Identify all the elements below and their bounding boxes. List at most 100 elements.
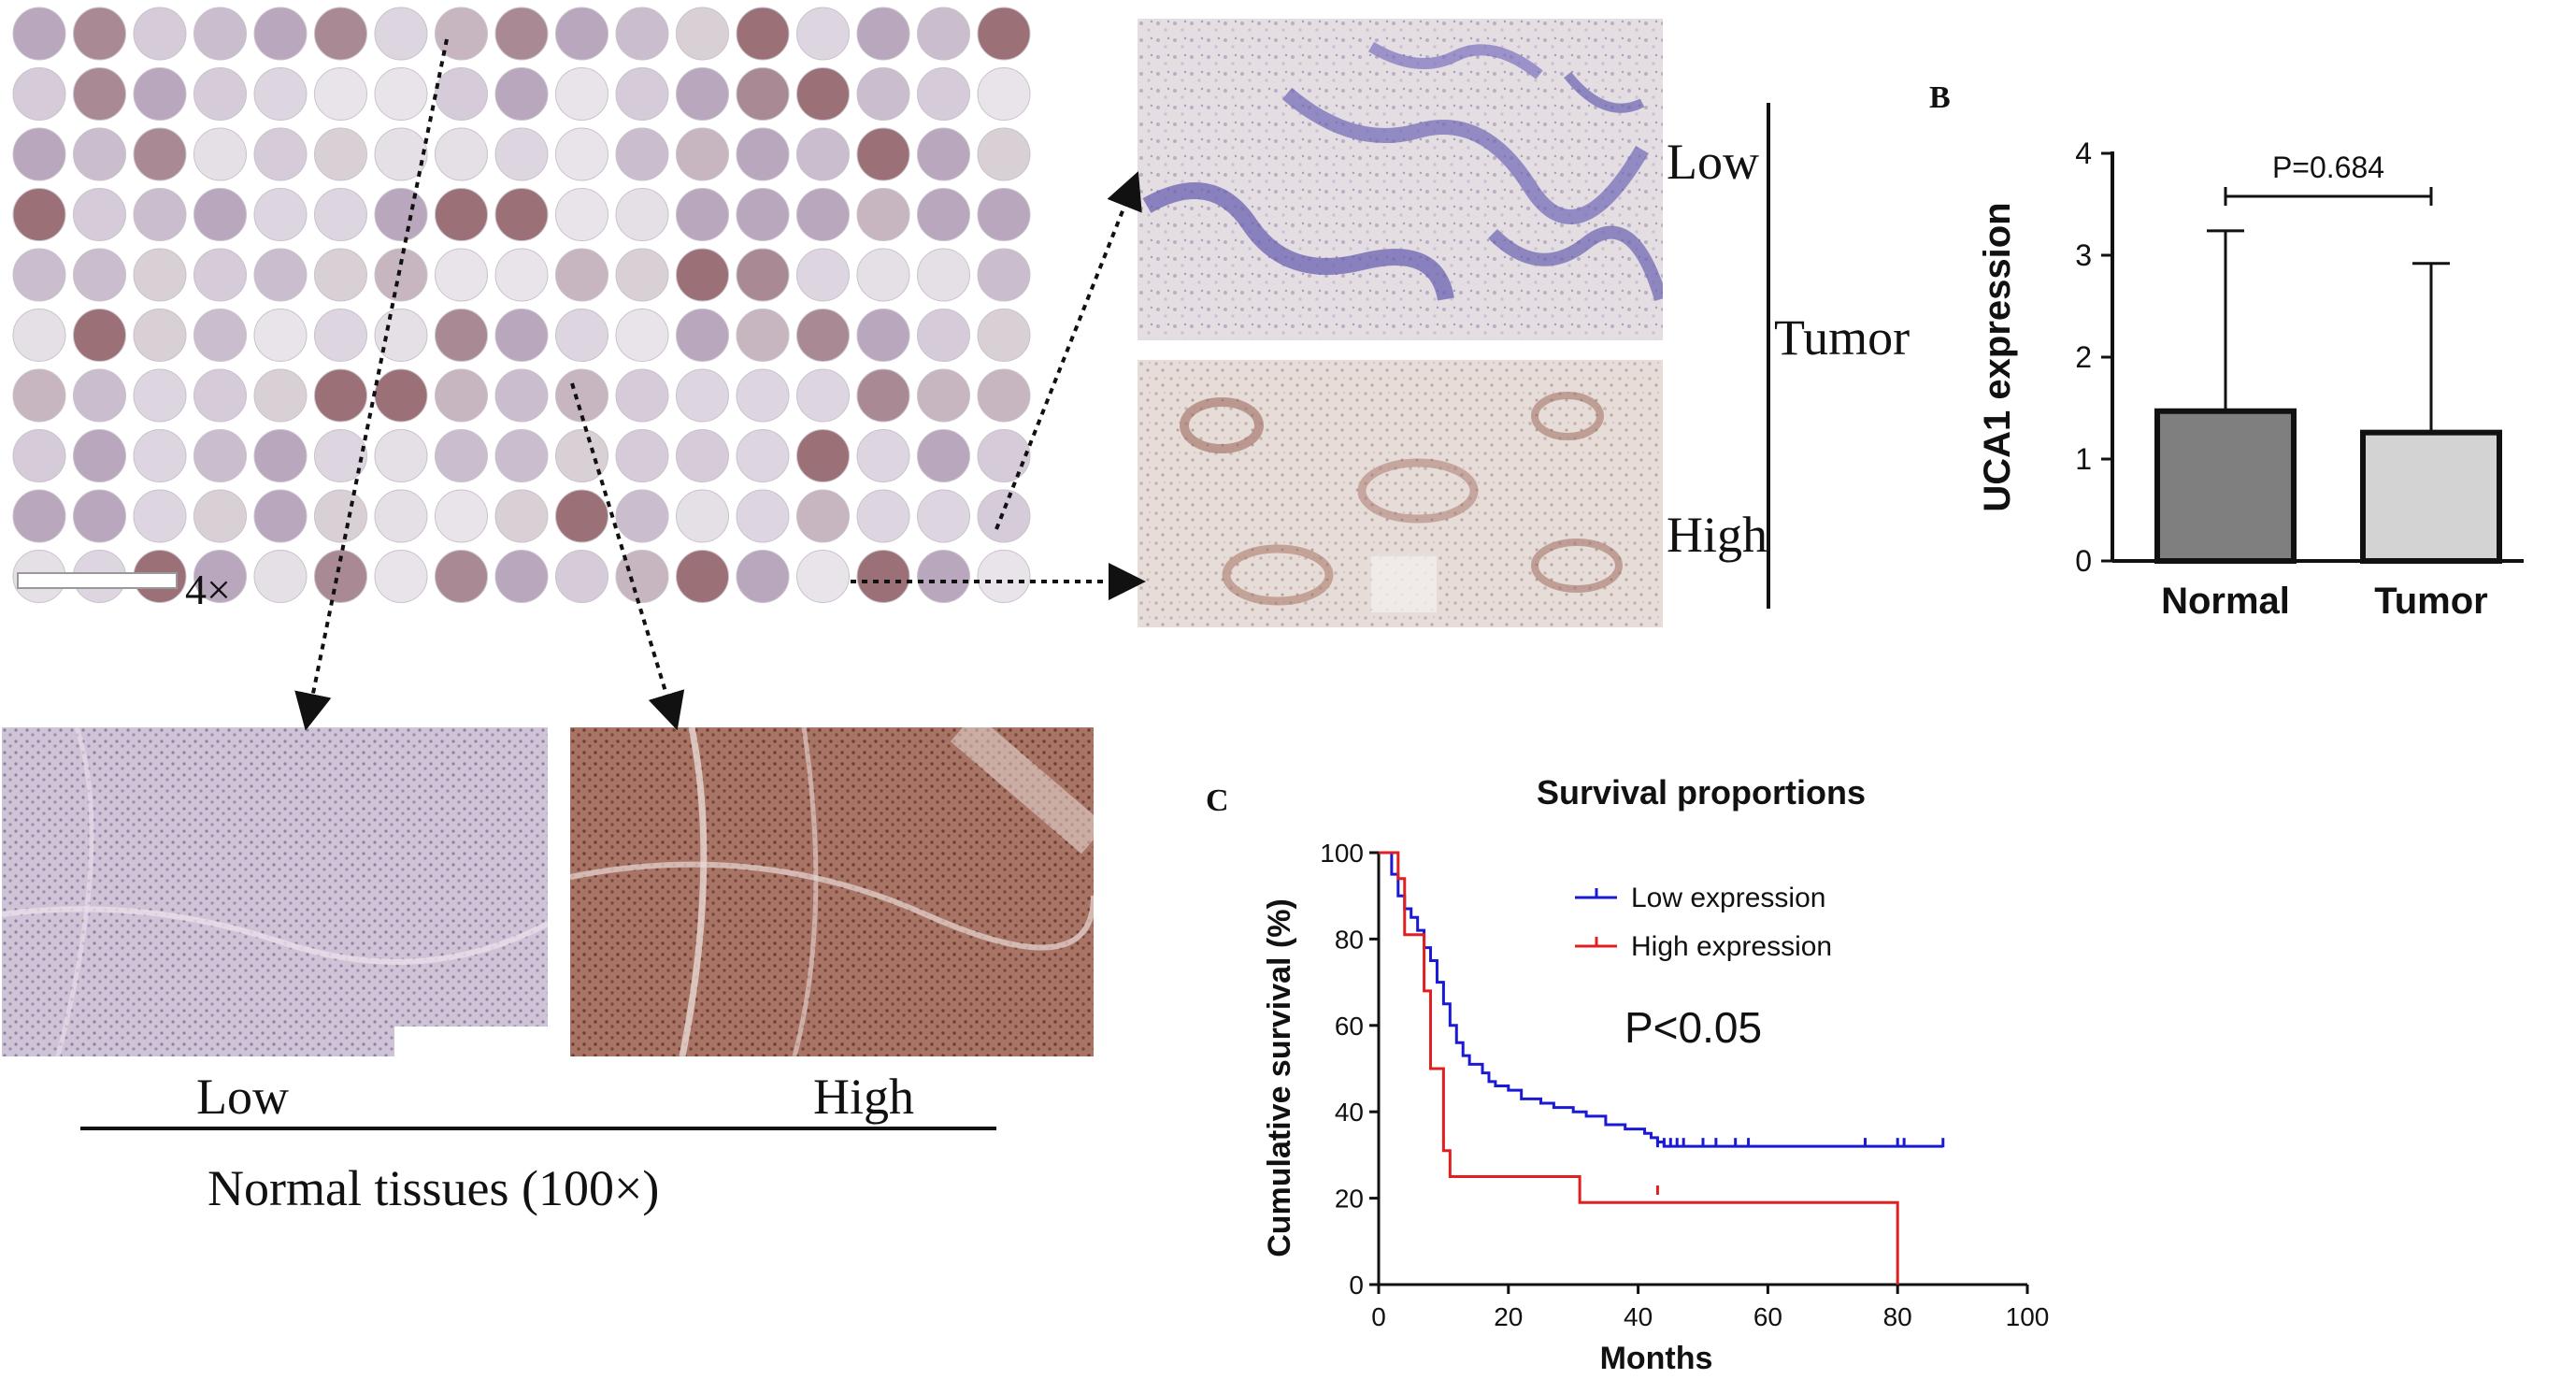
arrow-normal-low	[294, 38, 449, 731]
tma-core	[676, 67, 729, 121]
tma-core	[314, 248, 367, 302]
tma-core	[193, 550, 247, 603]
tma-core	[736, 188, 790, 241]
tma-core	[133, 429, 187, 482]
tma-core	[193, 368, 247, 423]
tma-core	[73, 429, 126, 482]
arrow-normal-high	[570, 382, 685, 731]
tma-core	[12, 248, 66, 302]
bar-y-tick-label: 1	[2075, 442, 2092, 476]
tma-core	[917, 67, 970, 121]
tma-core	[676, 368, 729, 423]
panel-b-label: B	[1929, 80, 1951, 115]
tma-core	[736, 550, 790, 603]
tumor-high-label: High	[1667, 507, 1767, 563]
tma-core	[977, 489, 1031, 543]
tma-core	[374, 309, 428, 362]
tma-core	[555, 127, 608, 181]
bar-pvalue: P=0.684	[2272, 151, 2384, 184]
tma-magnification: 4×	[185, 566, 231, 613]
tma-core	[374, 127, 428, 181]
tma-core	[494, 309, 549, 362]
tma-core	[193, 429, 247, 482]
tma-core	[796, 7, 850, 61]
normal-caption: Normal tissues (100×)	[208, 1160, 660, 1216]
tma-core	[435, 127, 488, 181]
km-legend-label: Low expression	[1631, 883, 1825, 913]
tma-core	[977, 127, 1031, 181]
tma-core	[494, 7, 549, 61]
tma-core	[193, 489, 247, 543]
tma-core	[917, 429, 970, 482]
tma-core	[796, 550, 850, 603]
tma-core	[494, 127, 549, 181]
tumor-bracket-line	[1767, 103, 1770, 609]
bar-chart: 0 1 2 3 4 UCA1 expression Normal Tumor P=0.684	[1977, 136, 2524, 622]
tma-core	[796, 248, 850, 302]
tma-core	[494, 550, 549, 603]
tma-core	[615, 309, 669, 362]
tma-core	[736, 309, 790, 362]
tma-overview-image	[0, 0, 1126, 666]
survival-title: Survival proportions	[1537, 773, 1866, 812]
tumor-low-label: Low	[1667, 134, 1759, 190]
normal-underline	[80, 1127, 996, 1130]
tumor-low-micrograph	[1138, 19, 1663, 340]
tma-core	[856, 368, 910, 423]
tma-core	[796, 67, 850, 121]
tma-core	[12, 368, 66, 423]
tma-core	[12, 127, 66, 181]
tma-core	[555, 188, 608, 241]
tma-core	[133, 489, 187, 543]
tma-core	[12, 489, 66, 543]
tma-core	[494, 67, 549, 121]
tma-core	[314, 429, 367, 482]
tma-core	[856, 67, 910, 121]
km-y-tick-label: 80	[1335, 925, 1364, 954]
tma-core	[736, 489, 790, 543]
tma-core	[494, 248, 549, 302]
tma-core	[977, 309, 1031, 362]
tma-core	[856, 309, 910, 362]
tma-core	[193, 248, 247, 302]
tma-core	[917, 188, 970, 241]
tma-core	[615, 67, 669, 121]
tma-core	[73, 309, 126, 362]
tma-core	[193, 7, 247, 61]
survival-chart: Survival proportions 0 20 40 60 80 100 0 20 40 60 8…	[1262, 773, 2049, 1376]
tma-core	[555, 309, 608, 362]
tma-core	[856, 429, 910, 482]
bar-y-tick-label: 2	[2075, 340, 2092, 374]
tma-core	[977, 429, 1031, 482]
tma-core	[856, 248, 910, 302]
tma-core	[555, 550, 608, 603]
tma-core	[435, 550, 488, 603]
tma-core	[374, 248, 428, 302]
tma-core	[253, 188, 308, 241]
tma-core	[676, 248, 729, 302]
panel-c-label: C	[1206, 783, 1229, 818]
tma-core	[374, 7, 428, 61]
normal-high-label: High	[813, 1069, 914, 1125]
tma-core	[615, 429, 669, 482]
tma-core	[314, 7, 367, 61]
tma-core	[796, 309, 850, 362]
tma-core	[917, 550, 970, 603]
tma-core	[73, 368, 126, 423]
km-y-tick-label: 0	[1349, 1271, 1364, 1300]
bar-x-tick-label: Tumor	[2374, 581, 2487, 622]
tma-core	[676, 309, 729, 362]
tma-core	[676, 188, 729, 241]
tma-core	[12, 188, 66, 241]
bar-y-tick-label: 3	[2075, 238, 2092, 272]
tma-core	[133, 127, 187, 181]
km-x-tick-label: 20	[1494, 1302, 1523, 1331]
tma-core	[374, 489, 428, 543]
tma-core	[736, 7, 790, 61]
tma-core	[977, 7, 1031, 61]
tma-core	[133, 248, 187, 302]
tma-core	[253, 67, 308, 121]
tma-core	[736, 67, 790, 121]
tma-core	[555, 429, 608, 482]
tma-core	[494, 188, 549, 241]
